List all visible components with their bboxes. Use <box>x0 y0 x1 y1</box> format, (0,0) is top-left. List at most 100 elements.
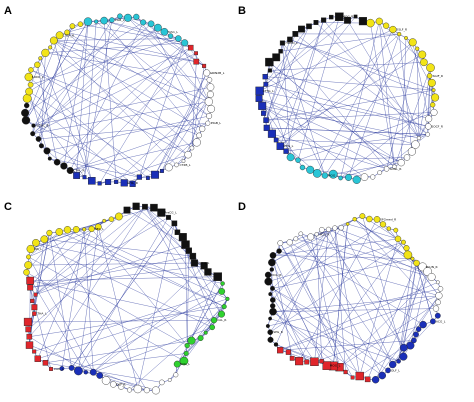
network-node <box>190 259 199 267</box>
network-node <box>24 72 33 82</box>
network-edge <box>32 52 197 134</box>
network-node <box>22 94 32 103</box>
network-edge <box>53 38 179 41</box>
network-node <box>209 324 215 331</box>
network-edge <box>289 39 436 98</box>
network-node <box>25 326 32 333</box>
network-edge <box>30 276 218 281</box>
panel-d-node-labels: SFGmed_R PCUN_R ACG_L OLF_L MOG_L SPG_R DCG_R P… <box>271 217 446 372</box>
node-label: CT2B_L <box>180 163 191 167</box>
network-node <box>150 203 158 212</box>
network-edge <box>265 33 296 121</box>
network-edge <box>280 340 414 351</box>
network-node <box>24 261 33 269</box>
network-edge <box>53 40 209 102</box>
network-node <box>68 364 75 371</box>
network-edge <box>104 20 191 48</box>
network-edge <box>280 242 360 377</box>
network-edge <box>26 272 86 373</box>
network-node <box>73 172 81 179</box>
network-node <box>360 173 369 181</box>
network-node <box>366 215 373 223</box>
network-edge <box>33 47 191 126</box>
network-edge <box>26 272 185 362</box>
network-edge <box>96 21 210 117</box>
network-edge <box>28 231 60 258</box>
network-node <box>187 336 196 345</box>
network-node <box>27 284 34 291</box>
network-node <box>87 176 96 185</box>
network-node <box>393 227 399 233</box>
network-edge <box>53 40 203 130</box>
network-node <box>350 375 355 380</box>
network-node <box>389 360 397 369</box>
network-node <box>105 178 112 185</box>
network-edge <box>103 20 117 182</box>
network-edge <box>310 236 340 368</box>
network-edge <box>45 362 162 383</box>
network-node <box>147 20 155 28</box>
panel-d-edges <box>267 215 441 380</box>
network-edge <box>341 227 404 348</box>
network-edge <box>280 242 353 378</box>
network-node <box>389 25 397 34</box>
network-node <box>194 51 198 56</box>
network-edge <box>161 94 211 172</box>
network-node <box>325 226 332 233</box>
network-edge <box>265 83 429 127</box>
network-node <box>32 238 40 247</box>
panel-a-nodes <box>21 13 216 187</box>
network-node <box>27 81 34 88</box>
network-edge <box>66 32 193 149</box>
network-node <box>26 333 33 340</box>
network-node <box>66 166 74 174</box>
network-edge <box>354 219 437 309</box>
network-edge <box>27 319 215 323</box>
panel-c-edges <box>26 206 228 391</box>
network-node <box>352 175 361 184</box>
network-node <box>63 226 72 234</box>
network-node <box>289 355 295 361</box>
network-edge <box>416 263 434 322</box>
network-edge <box>270 227 342 333</box>
network-node <box>270 303 276 309</box>
network-edge <box>314 229 329 362</box>
network-node <box>23 269 30 276</box>
network-node <box>47 156 52 161</box>
network-node <box>396 358 401 364</box>
network-edge <box>30 220 105 250</box>
network-node <box>151 170 160 179</box>
network-edge <box>91 228 188 346</box>
network-node <box>196 132 202 139</box>
network-edge <box>35 217 169 295</box>
network-edge <box>316 234 322 362</box>
network-edge <box>282 42 291 158</box>
network-edge <box>334 227 346 373</box>
panel-c-node-labels: PreCG_L SOCG_L CAL_R SOG_L OLF_R CAU_L THA_L IN… <box>34 211 227 387</box>
network-edge <box>269 62 326 176</box>
network-node <box>117 383 125 390</box>
network-node <box>23 317 33 327</box>
network-node <box>265 57 274 67</box>
network-node <box>143 387 150 394</box>
node-label: CTHL_R <box>73 169 84 173</box>
node-label: CAU_L <box>54 367 64 371</box>
network-edge <box>280 282 438 351</box>
network-edge <box>328 229 393 365</box>
panel-d-nodes <box>264 213 444 384</box>
network-edge <box>265 20 348 85</box>
network-node <box>267 68 273 73</box>
network-edge <box>116 94 211 182</box>
network-node <box>38 143 44 149</box>
network-node <box>268 316 272 321</box>
network-node <box>69 23 76 29</box>
network-edge <box>276 139 416 145</box>
network-node <box>210 317 218 324</box>
network-edge <box>379 21 395 167</box>
network-edge <box>38 32 68 140</box>
network-node <box>115 212 123 221</box>
network-node <box>204 97 213 106</box>
network-node <box>184 343 190 349</box>
network-node <box>415 46 420 51</box>
network-edge <box>403 263 417 348</box>
